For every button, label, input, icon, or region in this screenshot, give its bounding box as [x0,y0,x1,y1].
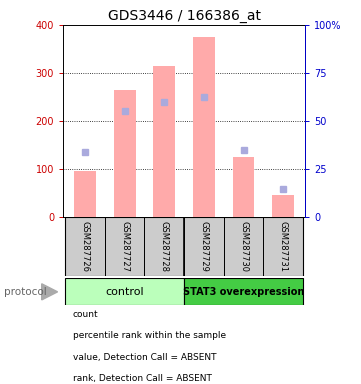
FancyBboxPatch shape [105,217,144,276]
Text: control: control [105,287,144,297]
Bar [114,90,135,217]
FancyBboxPatch shape [184,278,303,305]
Text: GSM287731: GSM287731 [279,221,288,272]
FancyBboxPatch shape [264,217,303,276]
Bar [193,37,215,217]
Text: GSM287726: GSM287726 [81,221,90,272]
Text: GSM287727: GSM287727 [120,221,129,272]
Text: GSM287729: GSM287729 [199,221,208,272]
Bar [272,195,294,217]
Text: value, Detection Call = ABSENT: value, Detection Call = ABSENT [73,353,217,362]
FancyBboxPatch shape [65,278,184,305]
Text: GSM287730: GSM287730 [239,221,248,272]
FancyBboxPatch shape [224,217,264,276]
Bar [153,66,175,217]
Bar [233,157,255,217]
Text: GSM287728: GSM287728 [160,221,169,272]
Bar [74,171,96,217]
FancyBboxPatch shape [184,217,224,276]
Text: percentile rank within the sample: percentile rank within the sample [73,331,226,341]
FancyBboxPatch shape [65,217,105,276]
Text: protocol: protocol [4,287,46,297]
Text: rank, Detection Call = ABSENT: rank, Detection Call = ABSENT [73,374,212,383]
Title: GDS3446 / 166386_at: GDS3446 / 166386_at [108,8,261,23]
FancyBboxPatch shape [144,217,184,276]
Text: STAT3 overexpression: STAT3 overexpression [183,287,304,297]
Polygon shape [42,284,58,300]
Text: count: count [73,310,99,319]
